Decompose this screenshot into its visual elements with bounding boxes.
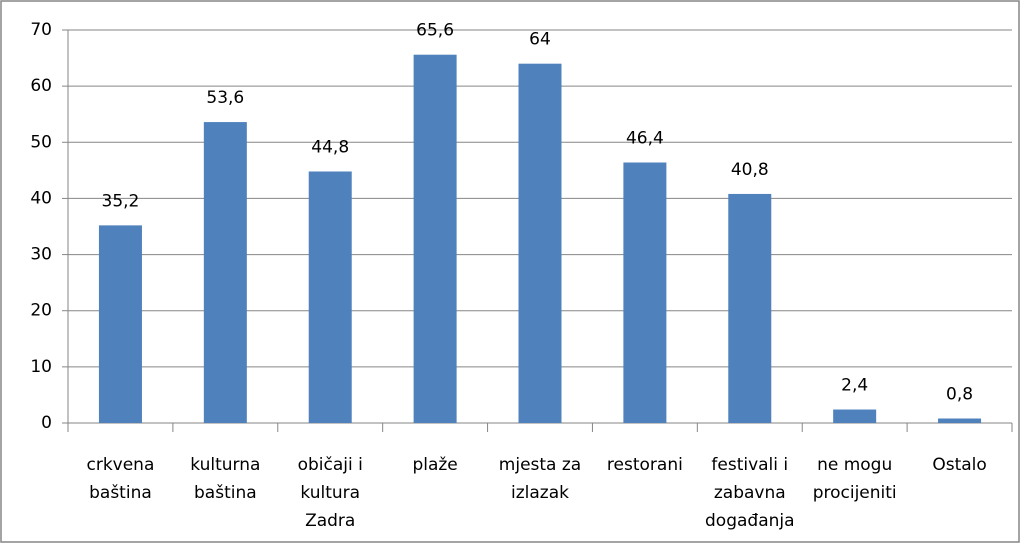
x-tick-label: restorani (607, 455, 683, 475)
bar (203, 122, 247, 424)
y-tick-label: 60 (30, 76, 52, 96)
x-tick-label: Ostalo (932, 455, 986, 475)
data-label: 40,8 (731, 160, 769, 180)
bar (308, 171, 352, 423)
x-tick-label: festivali i zabavna događanja (705, 455, 795, 531)
y-tick-label: 0 (41, 413, 52, 433)
y-tick-label: 10 (30, 357, 52, 377)
bar (938, 418, 982, 423)
data-label: 2,4 (841, 376, 868, 396)
x-tick-label: crkvena baština (86, 455, 154, 503)
y-tick-label: 50 (30, 132, 52, 152)
x-tick-label: kulturna baština (190, 455, 260, 503)
bar (518, 63, 562, 423)
x-tick-label: običaji i kultura Zadra (298, 455, 363, 531)
data-label: 0,8 (946, 385, 973, 405)
bar (833, 409, 877, 423)
y-tick-label: 40 (30, 188, 52, 208)
data-label: 65,6 (416, 21, 454, 41)
data-label: 35,2 (102, 191, 140, 211)
data-label: 44,8 (311, 137, 349, 157)
x-tick-label: plaže (412, 455, 457, 475)
y-tick-label: 20 (30, 301, 52, 321)
data-label: 46,4 (626, 128, 664, 148)
y-tick-label: 70 (30, 20, 52, 40)
data-label: 64 (529, 30, 551, 50)
x-tick-label: mjesta za izlazak (499, 455, 581, 503)
y-tick-label: 30 (30, 245, 52, 265)
x-tick-label: ne mogu procijeniti (813, 455, 897, 503)
bar (413, 54, 457, 424)
bar (728, 193, 772, 423)
bar (98, 225, 142, 423)
data-label: 53,6 (206, 88, 244, 108)
bar (623, 162, 667, 424)
